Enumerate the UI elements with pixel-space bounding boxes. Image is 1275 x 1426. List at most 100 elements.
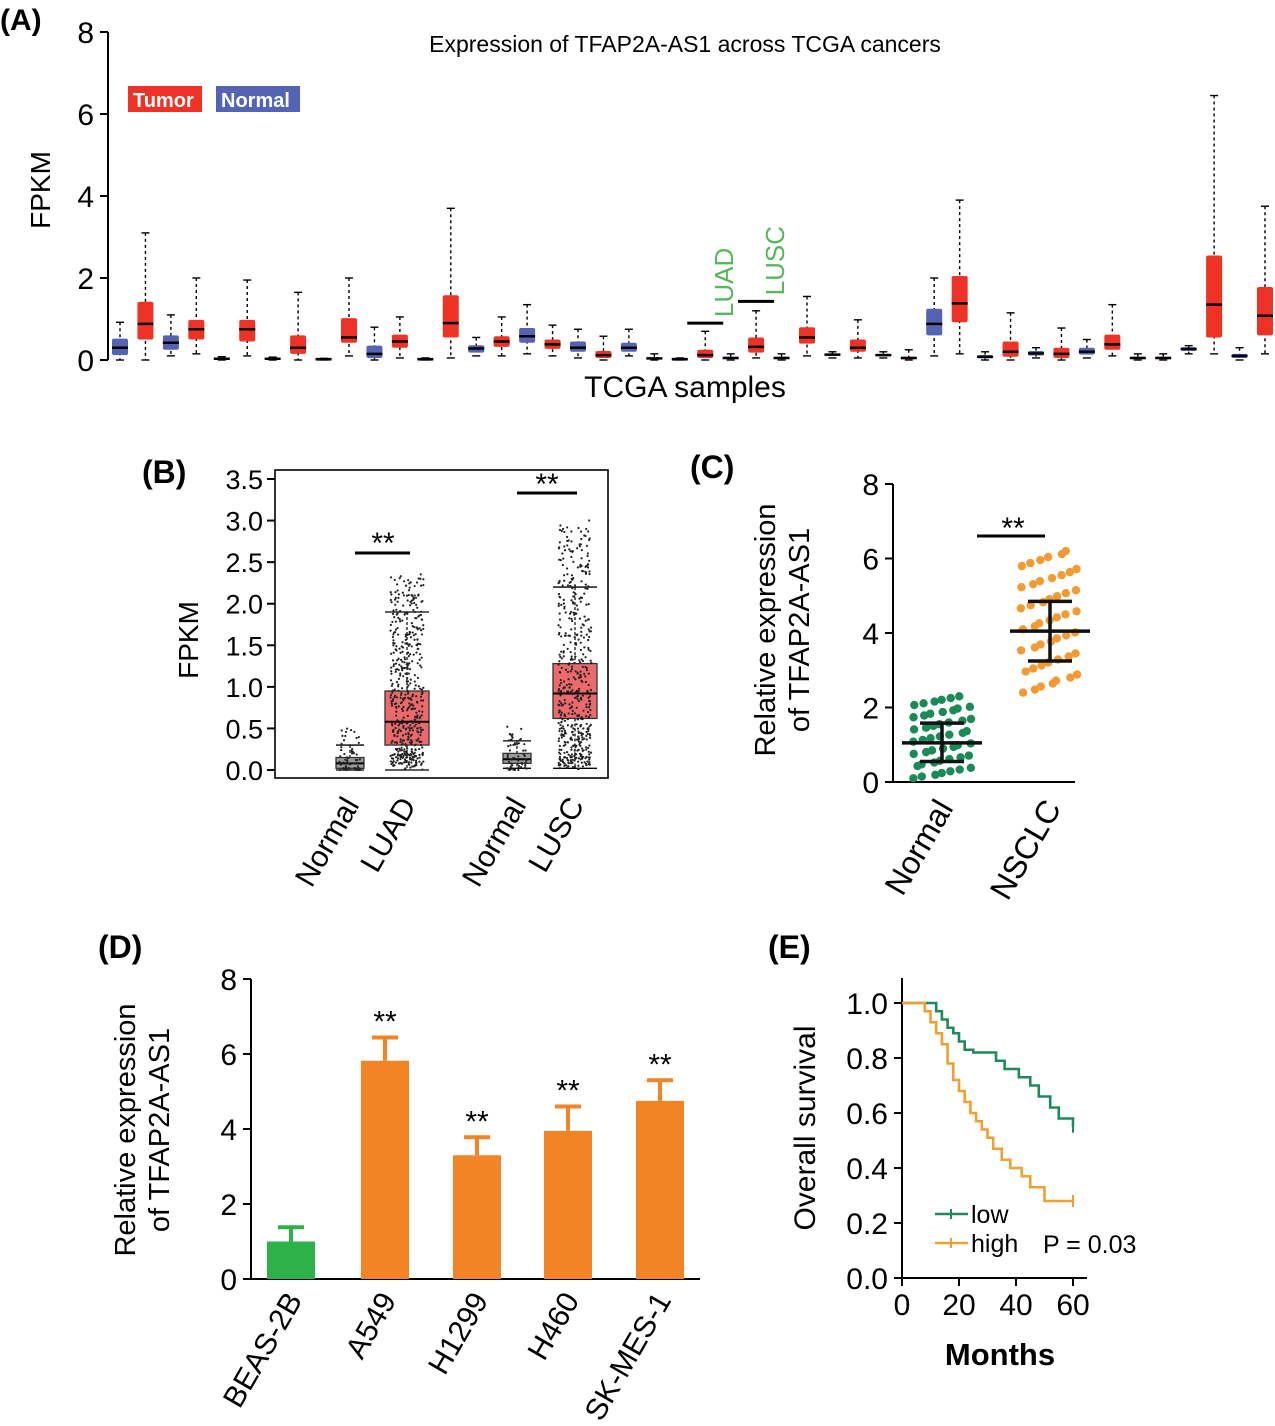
chart-b-point: [564, 743, 567, 746]
chart-b-point: [563, 729, 566, 732]
chart-b-point: [419, 664, 422, 667]
chart-b-point: [567, 712, 570, 715]
chart-a-legend-label: Normal: [221, 90, 290, 112]
chart-b-point: [583, 761, 586, 764]
chart-b-point: [560, 650, 563, 653]
chart-b-point: [558, 546, 561, 549]
chart-e-legend-label: high: [971, 1230, 1018, 1258]
chart-b-point: [390, 757, 394, 760]
chart-b-point: [405, 747, 409, 750]
chart-a-box-normal: [366, 345, 383, 358]
chart-b-point: [350, 748, 353, 751]
chart-b-point: [583, 592, 586, 595]
chart-c-point: [1036, 640, 1045, 649]
chart-c-point: [1052, 634, 1062, 643]
chart-b-point: [563, 731, 567, 734]
chart-b-point: [575, 604, 578, 607]
chart-b-point: [407, 696, 410, 699]
chart-b-point: [557, 602, 561, 605]
chart-b-point: [578, 545, 581, 548]
chart-b-point: [402, 726, 405, 729]
chart-b-point: [419, 715, 422, 718]
chart-b-point: [581, 680, 584, 683]
chart-b-point: [558, 700, 561, 703]
chart-c-point: [1072, 564, 1081, 574]
chart-b-point: [559, 655, 562, 658]
chart-b-point: [577, 760, 580, 763]
chart-a-y-tick-label: 4: [77, 181, 94, 214]
chart-b-point: [411, 729, 415, 732]
chart-b-point: [401, 591, 404, 594]
chart-b-point: [571, 712, 574, 716]
chart-b-point: [559, 759, 562, 762]
chart-b-point: [584, 572, 588, 575]
chart-b-point: [416, 662, 419, 665]
chart-b-point: [421, 705, 424, 708]
chart-b-point: [338, 768, 341, 772]
chart-e-y-tick-label: 0.8: [846, 1043, 888, 1076]
chart-c-point: [909, 749, 918, 759]
chart-a-box-tumor: [951, 275, 968, 323]
chart-b-point: [396, 759, 399, 762]
chart-b-point: [588, 756, 591, 759]
chart-b-point: [417, 731, 420, 734]
chart-b-point: [420, 728, 423, 731]
chart-d-x-tick-label: SK-MES-1: [579, 1287, 678, 1426]
chart-b-point: [559, 559, 562, 562]
chart-b-point: [557, 761, 560, 765]
chart-b-point: [509, 738, 512, 742]
chart-b-point: [557, 581, 560, 585]
chart-a-y-tick-label: 2: [77, 263, 94, 296]
chart-b-point: [570, 617, 573, 620]
chart-b-point: [406, 677, 409, 680]
chart-b-point: [415, 759, 418, 762]
chart-b-point: [408, 630, 411, 634]
chart-a-title: Expression of TFAP2A-AS1 across TCGA can…: [429, 31, 941, 57]
chart-b-point: [415, 761, 418, 764]
chart-b-point: [421, 710, 424, 713]
chart-a-legend-label: Tumor: [133, 90, 194, 112]
chart-b-point: [403, 658, 407, 661]
chart-b-point: [573, 712, 577, 715]
chart-b-point: [402, 716, 405, 719]
chart-b-point: [569, 670, 572, 673]
chart-b-point: [408, 586, 411, 589]
chart-b-point: [558, 541, 561, 544]
chart-b-point: [523, 743, 526, 746]
chart-b-y-tick-label: 0.0: [225, 756, 263, 786]
chart-b-point: [559, 690, 562, 693]
chart-e-y-tick-label: 1.0: [846, 988, 888, 1021]
chart-b-point: [507, 760, 511, 763]
chart-b-point: [566, 724, 570, 727]
chart-c-point: [1061, 546, 1071, 556]
chart-b-point: [566, 718, 569, 721]
chart-b-point: [557, 739, 560, 743]
chart-b-point: [389, 591, 392, 594]
chart-b-point: [573, 636, 576, 639]
chart-b-point: [405, 594, 409, 597]
chart-b-point: [559, 723, 562, 727]
chart-b-point: [563, 691, 566, 695]
chart-b-point: [406, 738, 409, 741]
chart-b-point: [558, 767, 562, 770]
chart-b-point: [396, 626, 399, 630]
chart-b-point: [390, 684, 393, 687]
chart-b-point: [561, 725, 565, 728]
chart-b-point: [395, 710, 398, 713]
chart-b-point: [558, 631, 561, 635]
chart-b-point: [415, 603, 418, 606]
chart-b-point: [559, 763, 562, 766]
chart-b-point: [413, 584, 416, 588]
chart-b-point: [584, 680, 587, 684]
chart-b-point: [408, 705, 411, 709]
chart-b-point: [394, 598, 397, 601]
chart-b-point: [398, 663, 401, 666]
chart-b-point: [578, 597, 581, 600]
chart-b-point: [509, 733, 512, 736]
chart-b-point: [506, 756, 509, 759]
chart-b-point: [588, 763, 591, 766]
chart-c-point: [965, 702, 975, 711]
chart-b-point: [391, 691, 394, 694]
chart-b-point: [404, 633, 407, 636]
chart-b-point: [395, 608, 398, 611]
